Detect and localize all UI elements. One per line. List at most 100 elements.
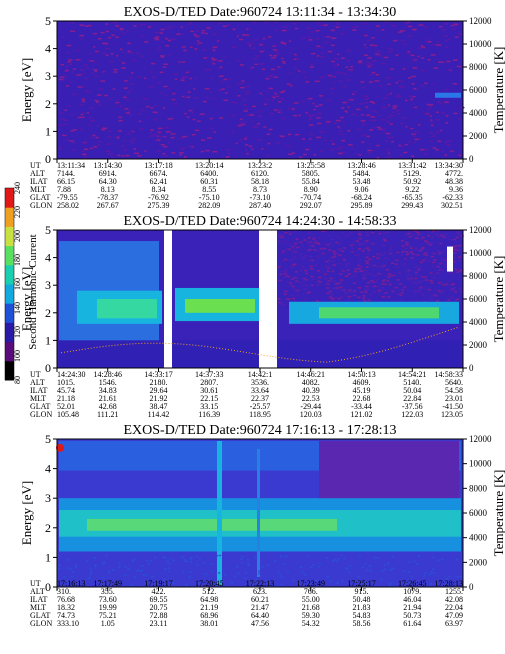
spectrogram-cell bbox=[95, 136, 99, 139]
spectrogram-cell bbox=[368, 263, 372, 266]
spectrogram-cell bbox=[326, 243, 330, 246]
spectrogram-cell bbox=[393, 39, 398, 42]
spectrogram-cell bbox=[287, 153, 293, 156]
spectrogram-cell bbox=[383, 56, 389, 59]
spectrogram-cell bbox=[435, 111, 439, 114]
table-cell: 623. bbox=[253, 587, 267, 596]
spectrogram-cell bbox=[269, 113, 274, 115]
spectrogram-cell bbox=[240, 562, 243, 564]
spectrogram-cell bbox=[330, 280, 334, 282]
spectrogram-cell bbox=[127, 568, 130, 570]
spectrogram-cell bbox=[404, 258, 408, 260]
spectrogram-cell bbox=[241, 555, 244, 558]
spectrogram-cell bbox=[308, 124, 314, 126]
spectrogram-cell bbox=[429, 298, 433, 301]
spectrogram-cell bbox=[408, 235, 412, 238]
spectrogram-cell bbox=[297, 240, 301, 243]
spectrogram-cell bbox=[304, 279, 308, 281]
spectrogram-cell bbox=[389, 136, 394, 139]
spectrogram-cell bbox=[282, 135, 285, 138]
table-row-label: ILAT bbox=[30, 386, 47, 395]
spectrogram-cell bbox=[390, 49, 394, 51]
spectrogram-cell bbox=[402, 117, 407, 119]
spectrogram-cell bbox=[266, 154, 270, 157]
spectrogram-cell bbox=[158, 127, 163, 130]
spectrogram-cell bbox=[407, 77, 412, 79]
spectrogram-cell bbox=[59, 112, 65, 115]
spectrogram-cell bbox=[97, 584, 100, 587]
spectrogram-cell bbox=[320, 52, 325, 54]
spectrogram-cell bbox=[165, 131, 171, 133]
spectrogram-cell bbox=[392, 107, 397, 109]
spectrogram-cell bbox=[156, 139, 161, 141]
colorbar-tick-label: 200 bbox=[13, 230, 22, 242]
spectrogram-cell bbox=[243, 56, 246, 59]
spectrogram-cell bbox=[317, 21, 322, 24]
spectrogram-cell bbox=[423, 575, 426, 577]
spectrogram-cell bbox=[359, 270, 363, 272]
spectrogram-cell bbox=[319, 46, 324, 48]
spectrogram-cell bbox=[171, 152, 176, 154]
spectrogram-cell bbox=[390, 68, 394, 71]
spectrogram-cell bbox=[415, 273, 419, 276]
spectrogram-cell bbox=[425, 240, 429, 242]
spectrogram-cell bbox=[96, 94, 102, 96]
spectrogram-cell bbox=[141, 564, 144, 567]
spectrogram-cell bbox=[124, 80, 128, 82]
spectrogram-cell bbox=[92, 32, 97, 35]
spectrogram-cell bbox=[88, 124, 91, 126]
spectrogram-cell bbox=[309, 255, 313, 258]
spectrogram-cell bbox=[414, 277, 418, 280]
spectrogram-cell bbox=[134, 152, 140, 155]
spectrogram-cell bbox=[340, 107, 345, 109]
spectrogram-cell bbox=[276, 95, 279, 98]
spectrogram-cell bbox=[330, 293, 334, 296]
spectrogram-cell bbox=[333, 64, 338, 67]
spectrogram-cell bbox=[246, 558, 249, 561]
spectrogram-cell bbox=[302, 284, 306, 286]
spectrogram-cell bbox=[93, 557, 96, 559]
table-cell: 42.08 bbox=[445, 595, 463, 604]
spectrogram-cell bbox=[339, 281, 343, 283]
spectrogram-cell bbox=[451, 247, 455, 249]
spectrogram-cell bbox=[244, 138, 248, 140]
spectrogram-cell bbox=[410, 75, 416, 78]
spectrogram-cell bbox=[372, 255, 376, 258]
spectrogram-cell bbox=[95, 50, 99, 53]
data-gap bbox=[259, 230, 277, 368]
spectrogram-cell bbox=[292, 264, 296, 266]
spectrogram-cell bbox=[335, 71, 339, 73]
spectrogram-cell bbox=[70, 30, 75, 33]
spectrogram-cell bbox=[450, 24, 455, 27]
spectrogram-cell bbox=[80, 103, 84, 106]
spectrogram-cell bbox=[421, 57, 425, 59]
colorbar-frame bbox=[4, 187, 15, 381]
table-row-label: GLON bbox=[30, 619, 52, 628]
spectrogram-cell bbox=[441, 150, 444, 153]
spectrogram-cell bbox=[265, 90, 269, 93]
spectrogram-cell bbox=[337, 53, 340, 56]
spectrogram-cell bbox=[243, 110, 248, 112]
colorbar-swatch bbox=[5, 341, 14, 362]
spectrogram-cell bbox=[410, 54, 415, 57]
spectrogram-cell bbox=[417, 124, 421, 126]
spectrogram-cell bbox=[317, 276, 321, 279]
spectrogram-cell bbox=[312, 102, 315, 105]
spectrogram-cell bbox=[289, 52, 292, 54]
spectrogram-cell bbox=[365, 231, 369, 234]
spectrogram-cell bbox=[458, 256, 462, 258]
spectrogram-cell bbox=[339, 286, 343, 288]
spectrogram-cell bbox=[102, 71, 105, 73]
spectrogram-cell bbox=[305, 284, 309, 287]
spectrogram-cell bbox=[66, 44, 72, 47]
spectrogram-cell bbox=[415, 249, 419, 251]
y-tick-label: 5 bbox=[45, 432, 51, 446]
table-cell: 17:22:13 bbox=[246, 579, 274, 588]
spectrogram-cell bbox=[351, 93, 355, 96]
spectrogram-cell bbox=[305, 272, 309, 275]
spectrogram-cell bbox=[88, 577, 91, 579]
spectrogram-cell bbox=[421, 293, 425, 296]
spectrogram-cell bbox=[230, 114, 236, 117]
spectrogram-cell bbox=[354, 254, 358, 257]
spectrogram-cell bbox=[351, 247, 355, 250]
